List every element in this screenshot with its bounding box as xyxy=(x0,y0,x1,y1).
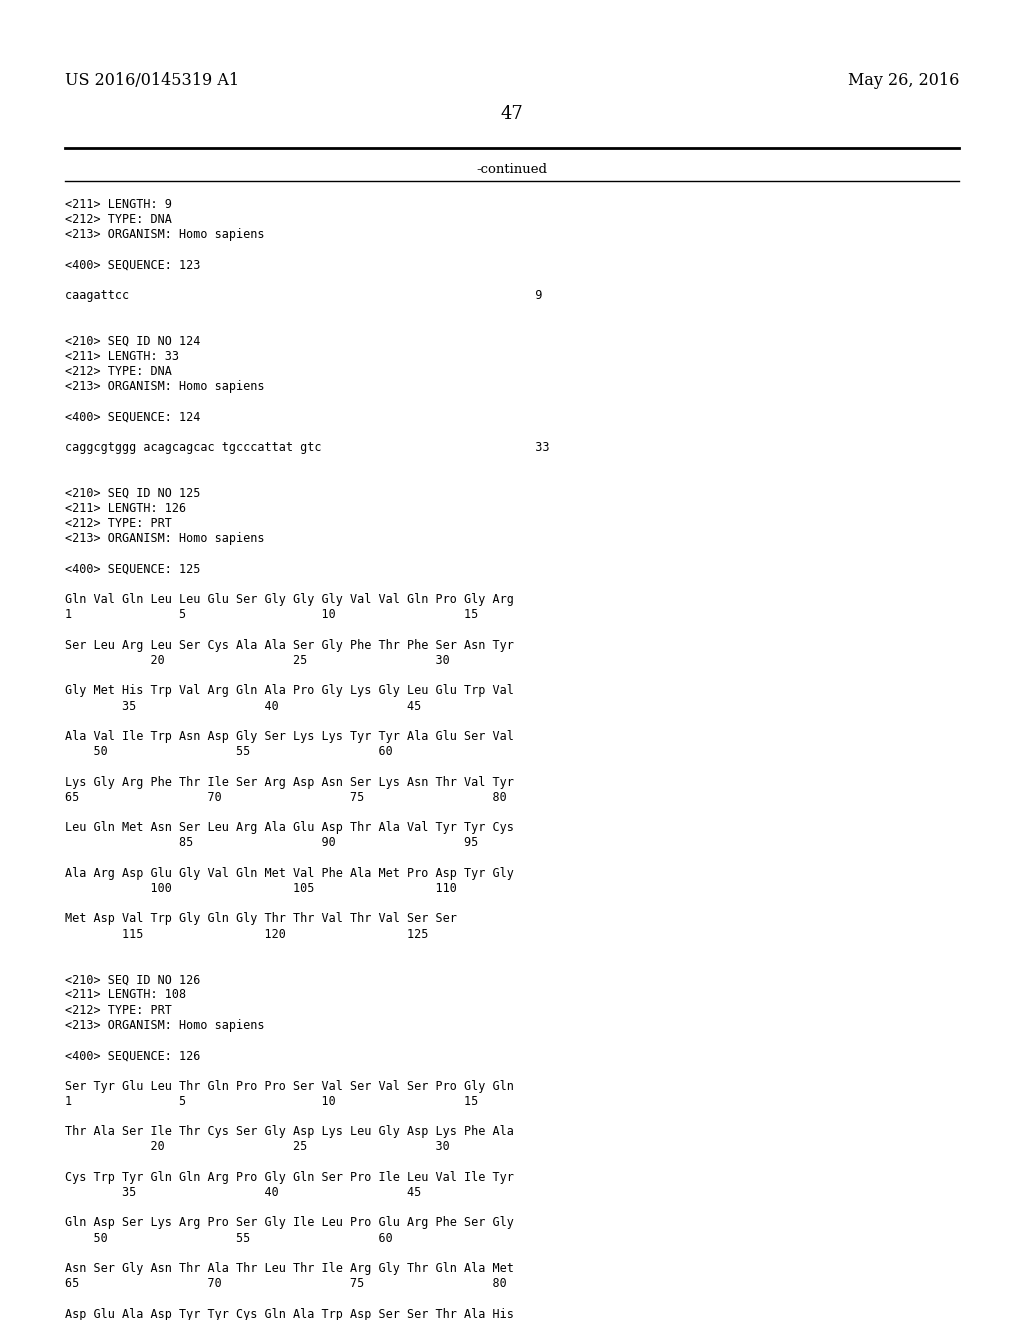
Text: <213> ORGANISM: Homo sapiens: <213> ORGANISM: Homo sapiens xyxy=(65,532,264,545)
Text: <400> SEQUENCE: 124: <400> SEQUENCE: 124 xyxy=(65,411,201,424)
Text: <212> TYPE: DNA: <212> TYPE: DNA xyxy=(65,366,172,379)
Text: <212> TYPE: PRT: <212> TYPE: PRT xyxy=(65,517,172,531)
Text: 47: 47 xyxy=(501,106,523,123)
Text: 20                  25                  30: 20 25 30 xyxy=(65,653,450,667)
Text: <213> ORGANISM: Homo sapiens: <213> ORGANISM: Homo sapiens xyxy=(65,1019,264,1032)
Text: Leu Gln Met Asn Ser Leu Arg Ala Glu Asp Thr Ala Val Tyr Tyr Cys: Leu Gln Met Asn Ser Leu Arg Ala Glu Asp … xyxy=(65,821,514,834)
Text: <210> SEQ ID NO 126: <210> SEQ ID NO 126 xyxy=(65,973,201,986)
Text: Met Asp Val Trp Gly Gln Gly Thr Thr Val Thr Val Ser Ser: Met Asp Val Trp Gly Gln Gly Thr Thr Val … xyxy=(65,912,457,925)
Text: <400> SEQUENCE: 123: <400> SEQUENCE: 123 xyxy=(65,259,201,272)
Text: Ala Arg Asp Glu Gly Val Gln Met Val Phe Ala Met Pro Asp Tyr Gly: Ala Arg Asp Glu Gly Val Gln Met Val Phe … xyxy=(65,867,514,880)
Text: Asn Ser Gly Asn Thr Ala Thr Leu Thr Ile Arg Gly Thr Gln Ala Met: Asn Ser Gly Asn Thr Ala Thr Leu Thr Ile … xyxy=(65,1262,514,1275)
Text: Ser Leu Arg Leu Ser Cys Ala Ala Ser Gly Phe Thr Phe Ser Asn Tyr: Ser Leu Arg Leu Ser Cys Ala Ala Ser Gly … xyxy=(65,639,514,652)
Text: 65                  70                  75                  80: 65 70 75 80 xyxy=(65,791,507,804)
Text: Gln Val Gln Leu Leu Glu Ser Gly Gly Gly Val Val Gln Pro Gly Arg: Gln Val Gln Leu Leu Glu Ser Gly Gly Gly … xyxy=(65,593,514,606)
Text: <211> LENGTH: 126: <211> LENGTH: 126 xyxy=(65,502,186,515)
Text: <213> ORGANISM: Homo sapiens: <213> ORGANISM: Homo sapiens xyxy=(65,380,264,393)
Text: 50                  55                  60: 50 55 60 xyxy=(65,1232,393,1245)
Text: caggcgtggg acagcagcac tgcccattat gtc                              33: caggcgtggg acagcagcac tgcccattat gtc 33 xyxy=(65,441,550,454)
Text: <210> SEQ ID NO 125: <210> SEQ ID NO 125 xyxy=(65,487,201,500)
Text: <211> LENGTH: 9: <211> LENGTH: 9 xyxy=(65,198,172,211)
Text: 35                  40                  45: 35 40 45 xyxy=(65,700,421,713)
Text: caagattcc                                                         9: caagattcc 9 xyxy=(65,289,543,302)
Text: May 26, 2016: May 26, 2016 xyxy=(848,73,959,88)
Text: 100                 105                 110: 100 105 110 xyxy=(65,882,457,895)
Text: <400> SEQUENCE: 126: <400> SEQUENCE: 126 xyxy=(65,1049,201,1063)
Text: Ser Tyr Glu Leu Thr Gln Pro Pro Ser Val Ser Val Ser Pro Gly Gln: Ser Tyr Glu Leu Thr Gln Pro Pro Ser Val … xyxy=(65,1080,514,1093)
Text: Cys Trp Tyr Gln Gln Arg Pro Gly Gln Ser Pro Ile Leu Val Ile Tyr: Cys Trp Tyr Gln Gln Arg Pro Gly Gln Ser … xyxy=(65,1171,514,1184)
Text: Ala Val Ile Trp Asn Asp Gly Ser Lys Lys Tyr Tyr Ala Glu Ser Val: Ala Val Ile Trp Asn Asp Gly Ser Lys Lys … xyxy=(65,730,514,743)
Text: 1               5                   10                  15: 1 5 10 15 xyxy=(65,1094,478,1107)
Text: <212> TYPE: DNA: <212> TYPE: DNA xyxy=(65,214,172,226)
Text: 85                  90                  95: 85 90 95 xyxy=(65,837,478,849)
Text: US 2016/0145319 A1: US 2016/0145319 A1 xyxy=(65,73,240,88)
Text: <212> TYPE: PRT: <212> TYPE: PRT xyxy=(65,1003,172,1016)
Text: <213> ORGANISM: Homo sapiens: <213> ORGANISM: Homo sapiens xyxy=(65,228,264,242)
Text: 35                  40                  45: 35 40 45 xyxy=(65,1185,421,1199)
Text: Thr Ala Ser Ile Thr Cys Ser Gly Asp Lys Leu Gly Asp Lys Phe Ala: Thr Ala Ser Ile Thr Cys Ser Gly Asp Lys … xyxy=(65,1125,514,1138)
Text: <211> LENGTH: 108: <211> LENGTH: 108 xyxy=(65,989,186,1002)
Text: Asp Glu Ala Asp Tyr Tyr Cys Gln Ala Trp Asp Ser Ser Thr Ala His: Asp Glu Ala Asp Tyr Tyr Cys Gln Ala Trp … xyxy=(65,1308,514,1320)
Text: <210> SEQ ID NO 124: <210> SEQ ID NO 124 xyxy=(65,335,201,347)
Text: 50                  55                  60: 50 55 60 xyxy=(65,746,393,758)
Text: Gln Asp Ser Lys Arg Pro Ser Gly Ile Leu Pro Glu Arg Phe Ser Gly: Gln Asp Ser Lys Arg Pro Ser Gly Ile Leu … xyxy=(65,1217,514,1229)
Text: 115                 120                 125: 115 120 125 xyxy=(65,928,428,941)
Text: 65                  70                  75                  80: 65 70 75 80 xyxy=(65,1278,507,1290)
Text: Gly Met His Trp Val Arg Gln Ala Pro Gly Lys Gly Leu Glu Trp Val: Gly Met His Trp Val Arg Gln Ala Pro Gly … xyxy=(65,684,514,697)
Text: 1               5                   10                  15: 1 5 10 15 xyxy=(65,609,478,622)
Text: 20                  25                  30: 20 25 30 xyxy=(65,1140,450,1154)
Text: -continued: -continued xyxy=(476,162,548,176)
Text: <400> SEQUENCE: 125: <400> SEQUENCE: 125 xyxy=(65,562,201,576)
Text: Lys Gly Arg Phe Thr Ile Ser Arg Asp Asn Ser Lys Asn Thr Val Tyr: Lys Gly Arg Phe Thr Ile Ser Arg Asp Asn … xyxy=(65,776,514,788)
Text: <211> LENGTH: 33: <211> LENGTH: 33 xyxy=(65,350,179,363)
